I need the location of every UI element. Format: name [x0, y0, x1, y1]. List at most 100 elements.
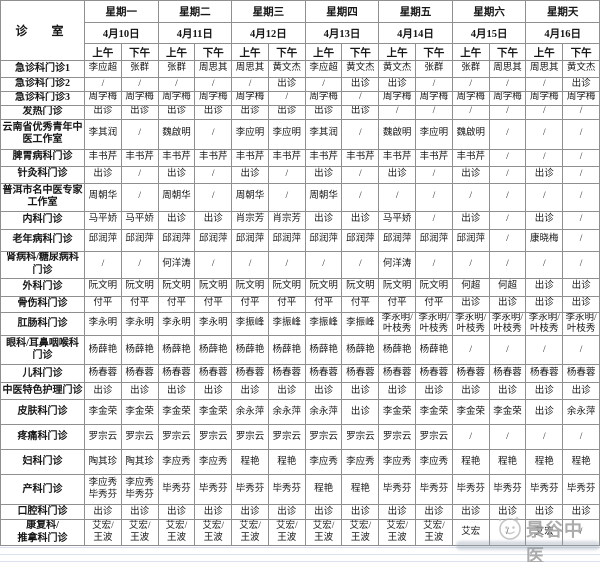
schedule-cell: 出诊 — [157, 210, 196, 230]
schedule-cell: 艾宏/ 王波 — [84, 519, 122, 547]
schedule-cell: 杨春蓉 — [120, 364, 159, 384]
schedule-cell: / — [562, 118, 600, 150]
schedule-cell: 出诊 — [267, 504, 306, 521]
schedule-cell: 黄文杰 — [341, 60, 380, 78]
morning-header: 上午 — [525, 43, 564, 61]
schedule-cell: 阮文明 — [341, 277, 380, 297]
schedule-cell: / — [562, 165, 600, 184]
schedule-cell: 毕秀芬 — [157, 474, 196, 506]
department-label: 肛肠科门诊 — [0, 311, 85, 337]
afternoon-header: 下午 — [194, 43, 233, 61]
schedule-cell: 出诊 — [231, 382, 269, 401]
schedule-cell: 李应秀 毕秀芬 — [120, 474, 159, 506]
schedule-cell: 魏啟明 — [451, 118, 490, 150]
schedule-cell: 出诊 — [304, 165, 343, 184]
schedule-cell: 付平 — [157, 295, 196, 313]
schedule-cell: / — [562, 424, 600, 451]
schedule-cell: 付平 — [378, 295, 417, 313]
schedule-cell: 出诊 — [415, 382, 453, 401]
schedule-table-header: 诊 室 星期一 星期二 星期三 星期四 星期五 星期六 星期天 4月10日 4月11日 4月12… — [0, 0, 600, 61]
afternoon-header: 下午 — [488, 43, 527, 61]
schedule-cell: 杨薛艳 — [84, 335, 122, 366]
schedule-cell: 周思其 — [525, 60, 564, 78]
schedule-cell: 付平 — [267, 295, 306, 313]
watermark-mascot-icon — [498, 516, 521, 540]
schedule-row: 急诊科门诊3 周学梅 周学梅 周学梅 周学梅 周学梅 / 周学梅 / 周学梅 周学梅 周学梅 周学梅 周学… — [0, 90, 600, 106]
department-label: 内科门诊 — [0, 210, 85, 230]
morning-header: 上午 — [231, 43, 269, 61]
schedule-cell: 丰书芹 — [267, 148, 306, 167]
schedule-cell: 周学梅 — [378, 90, 417, 106]
schedule-cell: 罗宗云 — [194, 424, 233, 451]
schedule-cell: 李应明 — [231, 118, 269, 150]
schedule-cell: / — [194, 165, 233, 184]
schedule-cell: 出诊 — [84, 382, 122, 401]
schedule-cell: / — [231, 250, 269, 279]
schedule-cell: / — [451, 335, 490, 366]
schedule-cell: 李振峰 — [304, 311, 343, 337]
schedule-cell: 阮文明 — [267, 277, 306, 297]
schedule-cell: 肖宗芳 — [267, 210, 306, 230]
schedule-row: 肛肠科门诊 李永明 李永明 李永明 李永明 李振峰 李振峰 李振峰 李振峰 李永明/ 叶枝秀 李永明… — [0, 311, 600, 337]
schedule-cell: 周学梅 — [304, 90, 343, 106]
department-label: 康复科/ 推拿科门诊 — [0, 519, 85, 547]
schedule-row: 中医特色护理门诊 出诊 出诊 出诊 出诊 出诊 出诊 出诊 出诊 出诊 出诊 出诊 出诊 出诊 出诊 — [0, 382, 600, 401]
schedule-cell: 出诊 — [304, 504, 343, 521]
schedule-cell: 出诊 — [341, 77, 380, 92]
schedule-cell: 李永明 — [157, 311, 196, 337]
schedule-cell: 杨薛艳 — [157, 335, 196, 366]
schedule-cell: 丰书芹 — [231, 148, 269, 167]
schedule-cell: 何洋涛 — [378, 250, 417, 279]
schedule-cell: 罗宗云 — [341, 424, 380, 451]
schedule-row: 康复科/ 推拿科门诊 艾宏/ 王波 艾宏/ 王波 艾宏/ 王波 艾宏/ 王波 艾宏/ 王波… — [0, 519, 600, 547]
schedule-cell: 黄文杰 — [267, 60, 306, 78]
schedule-table: 诊 室 星期一 星期二 星期三 星期四 星期五 星期六 星期天 4月10日 4月11日 4月12… — [0, 0, 600, 547]
schedule-cell: 杨薛艳 — [415, 335, 453, 366]
schedule-cell: 出诊 — [120, 504, 159, 521]
department-label: 外科门诊 — [0, 277, 85, 297]
schedule-cell: 付平 — [304, 295, 343, 313]
schedule-cell: / — [341, 182, 380, 212]
schedule-cell: 周学梅 — [415, 90, 453, 106]
schedule-cell: 丰书芹 — [157, 148, 196, 167]
schedule-cell: 出诊 — [525, 399, 564, 426]
schedule-cell: 杨春蓉 — [157, 364, 196, 384]
schedule-cell: 出诊 — [488, 295, 527, 313]
watermark-text: 景谷中医 — [526, 520, 583, 562]
schedule-cell: 余永萍 — [562, 399, 600, 426]
schedule-cell: 付平 — [415, 295, 453, 313]
schedule-cell: 马平娇 — [378, 210, 417, 230]
schedule-cell: / — [562, 210, 600, 230]
schedule-row: 云南省优秀青年中 医工作室 李其润 / 魏啟明 / 李应明 李应明 李其润 / 魏啟明 李应明 魏啟明… — [0, 118, 600, 150]
department-label: 产科门诊 — [0, 474, 85, 506]
schedule-cell: / — [415, 165, 453, 184]
schedule-cell: 出诊 — [378, 77, 417, 92]
schedule-cell: 阮文明 — [415, 277, 453, 297]
schedule-cell: 张群 — [451, 60, 490, 78]
schedule-cell: 出诊 — [267, 77, 306, 92]
schedule-cell: / — [525, 250, 564, 279]
schedule-cell: / — [415, 104, 453, 120]
schedule-cell: 付平 — [341, 295, 380, 313]
weekday-header-6: 星期六 — [451, 0, 527, 23]
schedule-cell: 李金荣 — [194, 399, 233, 426]
schedule-cell: 李永明 — [84, 311, 122, 337]
department-label: 普洱市名中医专家 工作室 — [0, 182, 85, 212]
schedule-cell: / — [562, 250, 600, 279]
schedule-cell: 出诊 — [304, 104, 343, 120]
schedule-cell: 毕秀芬 — [525, 474, 564, 506]
schedule-cell: / — [120, 77, 159, 92]
schedule-cell: 李金荣 — [84, 399, 122, 426]
schedule-cell: 康晓梅 — [525, 228, 564, 252]
schedule-cell: 丰书芹 — [415, 148, 453, 167]
schedule-cell: / — [562, 228, 600, 252]
schedule-cell: 李永明/ 叶枝秀 — [415, 311, 453, 337]
schedule-cell: 李应秀 — [194, 449, 233, 476]
schedule-cell: 邱润萍 — [84, 228, 122, 252]
department-label: 儿科门诊 — [0, 364, 85, 384]
schedule-cell: 杨薛艳 — [341, 335, 380, 366]
schedule-cell: 何超 — [488, 277, 527, 297]
schedule-cell: / — [415, 210, 453, 230]
schedule-cell: 邱润萍 — [378, 228, 417, 252]
